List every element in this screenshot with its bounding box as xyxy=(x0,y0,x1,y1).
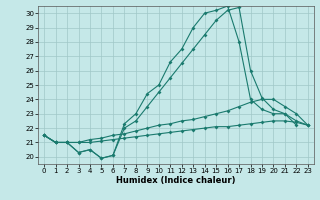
X-axis label: Humidex (Indice chaleur): Humidex (Indice chaleur) xyxy=(116,176,236,185)
